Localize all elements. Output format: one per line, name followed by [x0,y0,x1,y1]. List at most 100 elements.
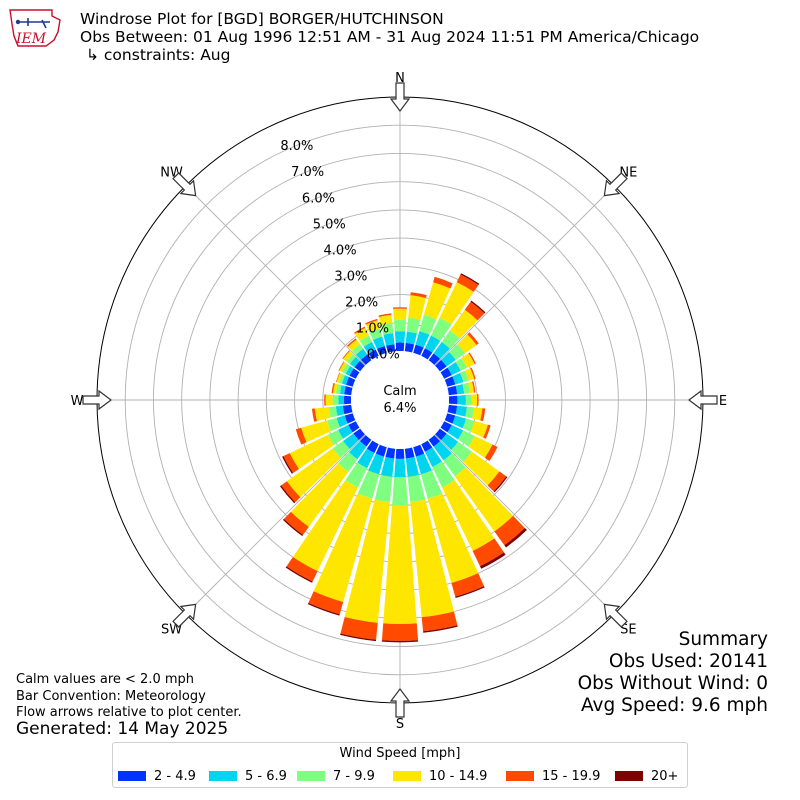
legend-swatch [297,771,325,781]
bar-60-bin-1 [447,362,461,376]
bar-100-bin-1 [455,405,468,417]
bar-60-bin-2 [455,358,468,371]
legend-item: 15 - 19.9 [506,768,600,784]
radial-tick-label: 8.0% [280,139,313,154]
bar-110-bin-0 [444,413,456,424]
bar-90-bin-4 [477,394,479,406]
legend-label: 15 - 19.9 [542,768,601,784]
spoke-45 [399,185,615,401]
legend-label: 5 - 6.9 [245,768,287,784]
calm-value: 6.4% [383,401,416,416]
bar-260-bin-4 [311,408,317,422]
radial-tick-label: 0.0% [367,348,400,363]
bar-250-bin-3 [301,420,331,443]
bar-300-bin-4 [338,361,345,371]
flow-arrow-icon [603,603,628,628]
bar-350-bin-3 [378,314,393,326]
bar-220-bin-1 [349,441,367,460]
legend-swatch [393,771,421,781]
bar-110-bin-2 [462,418,475,432]
bar-350-bin-0 [386,344,396,353]
bar-140-bin-5 [504,527,527,548]
legend-item: 10 - 14.9 [393,768,487,784]
bar-10-bin-2 [406,317,421,334]
bar-310-bin-1 [349,356,360,368]
bar-320-bin-0 [360,354,372,365]
bar-180-bin-1 [394,458,406,478]
bar-30-bin-3 [439,282,474,325]
bar-280-bin-3 [332,383,338,394]
bar-20-bin-4 [433,276,453,289]
legend-swatch [209,771,237,781]
bar-320-bin-2 [351,344,364,355]
bar-250-bin-1 [336,415,348,428]
bar-230-bin-1 [343,433,359,450]
calm-label: Calm [383,384,416,399]
bar-230-bin-5 [279,485,296,504]
bar-190-bin-4 [340,617,378,640]
bar-320-bin-4 [347,338,357,347]
bar-340-bin-2 [369,328,383,340]
bar-150-bin-3 [442,480,495,551]
bar-120-bin-3 [468,435,493,458]
radial-tick-label: 5.0% [313,217,346,232]
bar-160-bin-0 [413,444,425,457]
bar-0-bin-1 [394,331,406,343]
flow-arrow-icon [603,172,628,197]
bar-300-bin-3 [339,362,347,373]
flow-arrow-icon [389,82,411,112]
bar-120-bin-1 [447,424,464,440]
bar-280-bin-2 [335,384,342,395]
bar-280-bin-4 [331,383,335,394]
obs-without-wind: Obs Without Wind: 0 [577,673,768,694]
flow-arrow-icon [82,389,112,411]
radial-tick-label: 6.0% [302,191,335,206]
bar-10-bin-0 [404,342,415,353]
bar-90-bin-0 [448,395,458,405]
bar-90-bin-3 [471,394,478,406]
bar-120-bin-2 [457,430,475,447]
bar-150-bin-0 [421,440,433,452]
bar-160-bin-1 [415,453,432,475]
bar-300-bin-0 [349,368,360,379]
bar-170-bin-2 [407,474,426,503]
bar-140-bin-2 [443,453,466,477]
bar-150-bin-2 [432,461,455,488]
generated-date: Generated: 14 May 2025 [16,719,229,739]
bar-10-bin-4 [410,292,427,298]
bar-330-bin-4 [354,326,366,334]
bar-290-bin-2 [339,374,346,384]
bar-60-bin-0 [440,367,452,379]
bar-130-bin-4 [487,471,507,492]
bar-290-bin-1 [341,375,349,385]
bar-110-bin-4 [483,424,491,439]
bar-0-bin-2 [393,319,407,332]
legend: Wind Speed [mph] 2 - 4.9 5 - 6.9 7 - 9.9 10… [112,742,688,788]
bar-320-bin-3 [348,339,360,351]
bar-150-bin-1 [424,447,442,468]
bar-170-bin-5 [423,625,458,633]
bar-270-bin-1 [338,395,345,405]
bar-40-bin-1 [433,341,450,359]
radial-tick-labels: 0.0% 1.0% 2.0% 3.0% 4.0% 5.0% 6.0% 7.0% 8.0% [280,139,399,363]
flow-arrow-icon [389,688,411,718]
spoke-315 [185,185,401,401]
bar-80-bin-2 [462,382,470,394]
compass-label-N: N [395,71,405,86]
obs-range: Obs Between: 01 Aug 1996 12:51 AM - 31 A… [80,28,700,46]
bar-270-bin-3 [325,394,333,406]
bar-130-bin-3 [463,451,500,486]
bar-130-bin-0 [435,428,447,441]
bar-0-bin-0 [395,342,405,352]
bar-200-bin-3 [313,493,373,603]
flow-arrow-icon [688,389,718,411]
radial-tick-label: 4.0% [324,243,357,258]
bar-230-bin-3 [286,448,341,498]
bar-120-bin-4 [484,444,498,462]
compass-label-W: W [71,394,84,409]
bar-70-bin-1 [452,372,464,385]
bar-130-bin-1 [441,433,459,450]
bar-260-bin-1 [335,405,345,416]
bar-150-bin-5 [479,552,506,569]
